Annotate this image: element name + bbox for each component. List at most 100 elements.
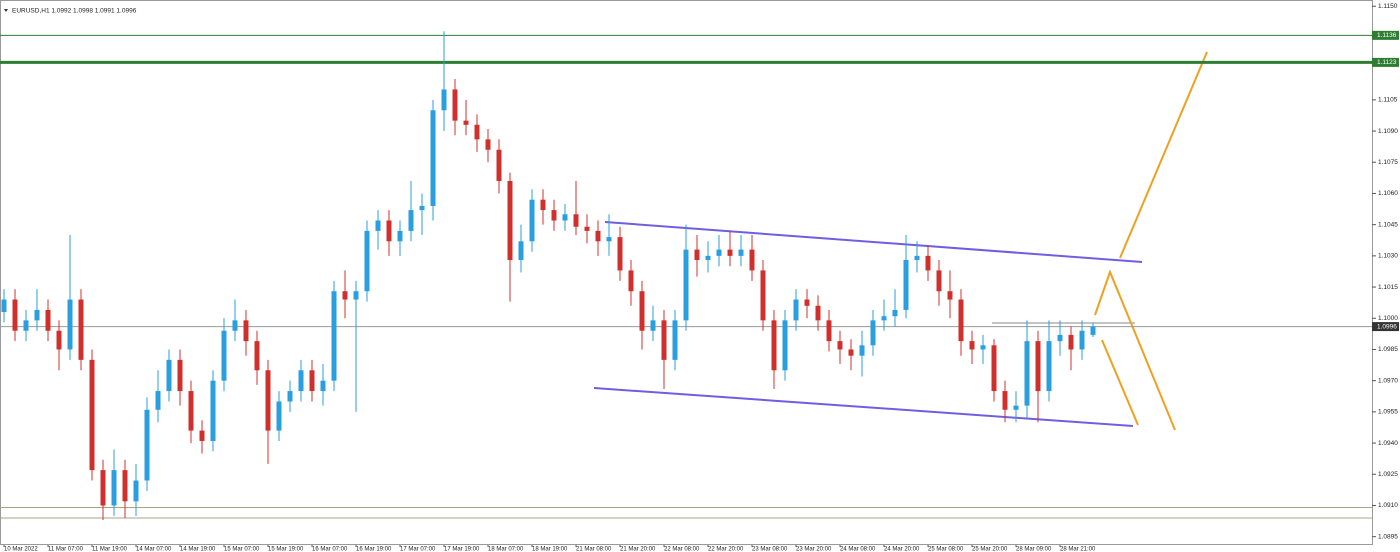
candle-body bbox=[661, 320, 667, 360]
candle-body bbox=[705, 255, 711, 261]
candle-body bbox=[1, 299, 7, 313]
candle-body bbox=[991, 345, 997, 392]
candle-body bbox=[804, 299, 810, 306]
candle-body bbox=[430, 110, 436, 206]
candle-body bbox=[56, 330, 62, 350]
candle-body bbox=[859, 345, 865, 356]
candle-body bbox=[782, 320, 788, 371]
candle-body bbox=[848, 349, 854, 356]
title-marker bbox=[4, 9, 8, 12]
candle-body bbox=[34, 309, 40, 321]
candle-body bbox=[166, 359, 172, 392]
candle-body bbox=[12, 299, 18, 331]
candle-body bbox=[111, 470, 117, 506]
candle-body bbox=[595, 230, 601, 242]
level-label: 1.0996 bbox=[1377, 323, 1397, 330]
projection-up bbox=[1119, 51, 1208, 259]
y-tick-label: 1.1075 bbox=[1378, 159, 1398, 166]
candle-body bbox=[122, 470, 128, 502]
candle-body bbox=[1046, 341, 1052, 392]
x-tick-label: 22 Mar 08:00 bbox=[664, 547, 700, 552]
candle-body bbox=[892, 309, 898, 317]
level-label-box bbox=[1372, 57, 1399, 67]
candle-body bbox=[463, 120, 469, 125]
y-tick-label: 1.1105 bbox=[1378, 97, 1398, 104]
candle-body bbox=[1035, 341, 1041, 392]
candle-body bbox=[1090, 326, 1096, 335]
candle-body bbox=[67, 299, 73, 350]
candle-body bbox=[969, 341, 975, 350]
candle-body bbox=[738, 249, 744, 256]
x-tick-label: 22 Mar 20:00 bbox=[708, 547, 744, 552]
candle-body bbox=[562, 214, 568, 221]
x-tick-label: 16 Mar 07:00 bbox=[312, 547, 348, 552]
candle-body bbox=[936, 270, 942, 292]
candle-body bbox=[650, 320, 656, 331]
candle-body bbox=[617, 237, 623, 271]
candle-body bbox=[903, 260, 909, 310]
candle-body bbox=[100, 470, 106, 506]
level-label-box bbox=[1372, 322, 1399, 332]
candle-body bbox=[243, 320, 249, 342]
x-tick-label: 23 Mar 08:00 bbox=[752, 547, 788, 552]
candle-body bbox=[221, 330, 227, 381]
x-tick-label: 10 Mar 2022 bbox=[4, 547, 38, 552]
candle-body bbox=[397, 230, 403, 242]
x-tick-label: 23 Mar 20:00 bbox=[796, 547, 832, 552]
candle-body bbox=[925, 255, 931, 271]
y-tick-label: 1.1015 bbox=[1378, 284, 1398, 291]
y-tick-label: 1.0910 bbox=[1378, 502, 1398, 509]
x-tick-label: 24 Mar 08:00 bbox=[840, 547, 876, 552]
level-label-box bbox=[1372, 30, 1399, 40]
candle-body bbox=[760, 270, 766, 321]
x-tick-label: 18 Mar 07:00 bbox=[488, 547, 524, 552]
y-tick-label: 1.1150 bbox=[1378, 3, 1398, 10]
level-label: 1.1123 bbox=[1377, 59, 1397, 66]
x-tick-label: 21 Mar 20:00 bbox=[620, 547, 656, 552]
candle-body bbox=[639, 291, 645, 331]
y-tick-label: 1.0955 bbox=[1378, 409, 1398, 416]
candle-body bbox=[298, 370, 304, 392]
candle-body bbox=[78, 299, 84, 360]
channel-upper bbox=[604, 221, 1143, 263]
candle-body bbox=[914, 255, 920, 261]
candle-body bbox=[89, 359, 95, 471]
y-tick-label: 1.1000 bbox=[1378, 315, 1398, 322]
candle-body bbox=[408, 210, 414, 231]
candle-body bbox=[837, 341, 843, 350]
projection-path bbox=[1094, 269, 1176, 431]
x-tick-label: 25 Mar 20:00 bbox=[972, 547, 1008, 552]
candle-body bbox=[870, 320, 876, 346]
candle-body bbox=[144, 409, 150, 481]
candle-body bbox=[342, 291, 348, 300]
candle-body bbox=[177, 359, 183, 392]
channel-lower bbox=[593, 387, 1134, 427]
candle-body bbox=[980, 345, 986, 350]
candle-body bbox=[1002, 391, 1008, 410]
candle-body bbox=[771, 320, 777, 371]
candle-body bbox=[793, 299, 799, 321]
candle-body bbox=[309, 370, 315, 392]
candle-body bbox=[540, 199, 546, 211]
candle-body bbox=[496, 149, 502, 181]
candle-body bbox=[364, 230, 370, 292]
candle-body bbox=[155, 391, 161, 410]
projection-down bbox=[1101, 339, 1139, 426]
candle-body bbox=[265, 370, 271, 431]
candle-body bbox=[452, 89, 458, 121]
candle-body bbox=[551, 210, 557, 221]
x-tick-label: 28 Mar 21:00 bbox=[1060, 547, 1096, 552]
candle-body bbox=[375, 220, 381, 231]
candle-body bbox=[287, 391, 293, 402]
x-tick-label: 21 Mar 08:00 bbox=[576, 547, 612, 552]
y-tick-label: 1.1060 bbox=[1378, 190, 1398, 197]
candle-body bbox=[320, 380, 326, 392]
x-tick-label: 24 Mar 20:00 bbox=[884, 547, 920, 552]
candle-body bbox=[683, 249, 689, 321]
candle-body bbox=[749, 249, 755, 271]
candle-body bbox=[507, 180, 513, 261]
candle-body bbox=[254, 341, 260, 371]
candle-body bbox=[419, 205, 425, 211]
